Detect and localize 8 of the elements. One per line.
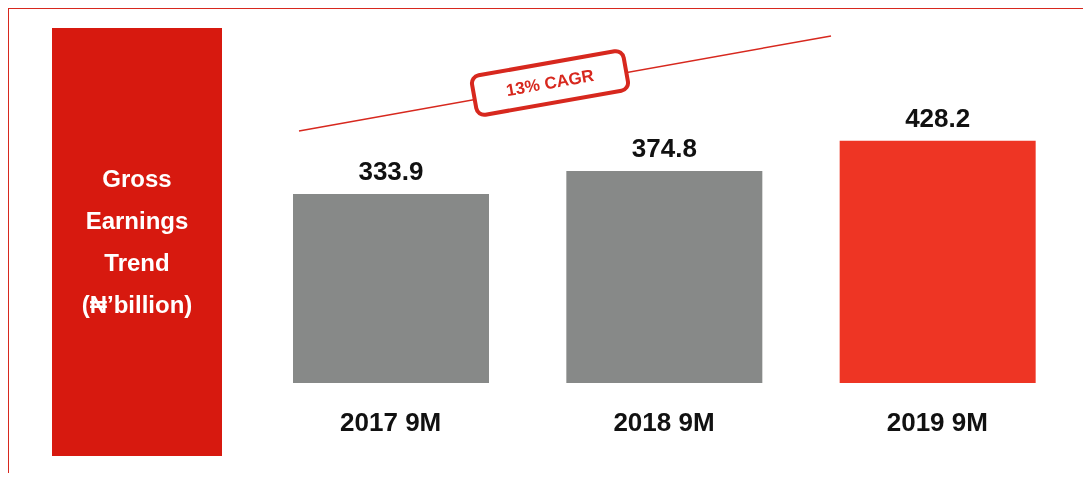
text: 13% CAGR bbox=[504, 65, 596, 101]
data-label: 374.8 bbox=[631, 132, 697, 163]
data-label: 333.9 bbox=[358, 156, 424, 187]
x-tick-label: 2019 9M bbox=[886, 407, 988, 438]
text: Gross Earnings Trend (₦’billion) bbox=[80, 164, 194, 320]
data-label: 428.2 bbox=[905, 102, 971, 133]
x-tick-label: 2018 9M bbox=[613, 407, 715, 438]
x-tick-label: 2017 9M bbox=[340, 407, 442, 438]
